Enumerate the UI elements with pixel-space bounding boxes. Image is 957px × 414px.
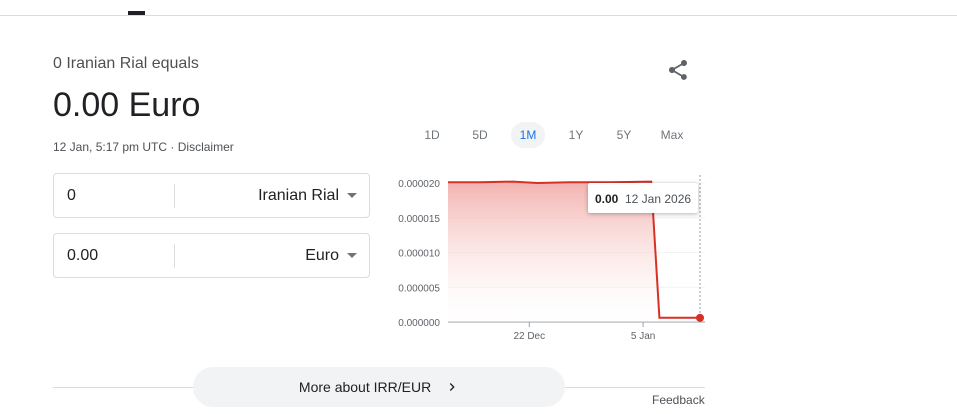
range-tab-1y[interactable]: 1Y: [568, 128, 584, 142]
from-currency-field: 0 Iranian Rial: [53, 173, 370, 218]
series-line: [448, 180, 700, 319]
to-currency-select[interactable]: Euro: [305, 246, 339, 264]
disclaimer-link[interactable]: Disclaimer: [177, 140, 234, 154]
source-amount-label: 0 Iranian Rial equals: [53, 55, 199, 72]
share-icon[interactable]: [666, 58, 690, 82]
x-tick-label: 5 Jan: [631, 331, 655, 342]
feedback-link[interactable]: Feedback: [652, 393, 705, 407]
tooltip-value: 0.00: [595, 192, 619, 206]
to-amount-input[interactable]: 0.00: [67, 246, 99, 264]
more-about-label: More about IRR/EUR: [298, 379, 432, 395]
exchange-rate-chart[interactable]: 0.000000 0.000005 0.000010 0.000015 0.000020…: [380, 170, 710, 350]
from-currency-select[interactable]: Iranian Rial: [258, 186, 339, 204]
y-tick-label: 0.000020: [398, 179, 440, 190]
range-tab-1d[interactable]: 1D: [424, 128, 440, 142]
area-fill: [448, 181, 700, 322]
range-tab-max[interactable]: Max: [660, 128, 684, 142]
timestamp: 12 Jan, 5:17 pm UTC: [53, 140, 168, 154]
separator: ·: [167, 140, 178, 154]
y-tick-label: 0.000010: [398, 249, 440, 260]
range-tabs: 1D 5D 1M 1Y 5Y Max: [408, 122, 696, 148]
chevron-right-icon: [449, 383, 455, 391]
dropdown-arrow-icon[interactable]: [347, 193, 357, 198]
more-about-button[interactable]: More about IRR/EUR: [193, 367, 565, 407]
y-tick-label: 0.000015: [398, 214, 440, 225]
from-amount-input[interactable]: 0: [67, 186, 76, 204]
tooltip-box: [588, 183, 698, 213]
converted-result: 0.00 Euro: [53, 86, 201, 124]
y-tick-label: 0.000005: [398, 283, 440, 294]
range-tab-5y[interactable]: 5Y: [616, 128, 632, 142]
field-separator: [174, 183, 175, 208]
timestamp-line: 12 Jan, 5:17 pm UTC · Disclaimer: [53, 140, 234, 154]
to-currency-field: 0.00 Euro: [53, 233, 370, 278]
top-divider: [0, 15, 957, 16]
dropdown-arrow-icon[interactable]: [347, 253, 357, 258]
data-point: [696, 313, 704, 322]
active-tab-indicator: [128, 11, 145, 15]
y-tick-label: 0.000000: [398, 318, 440, 329]
tooltip-date: 12 Jan 2026: [625, 192, 691, 206]
x-tick-label: 22 Dec: [513, 331, 545, 342]
field-separator: [174, 243, 175, 268]
range-tab-1m[interactable]: 1M: [511, 122, 545, 148]
range-tab-5d[interactable]: 5D: [472, 128, 488, 142]
